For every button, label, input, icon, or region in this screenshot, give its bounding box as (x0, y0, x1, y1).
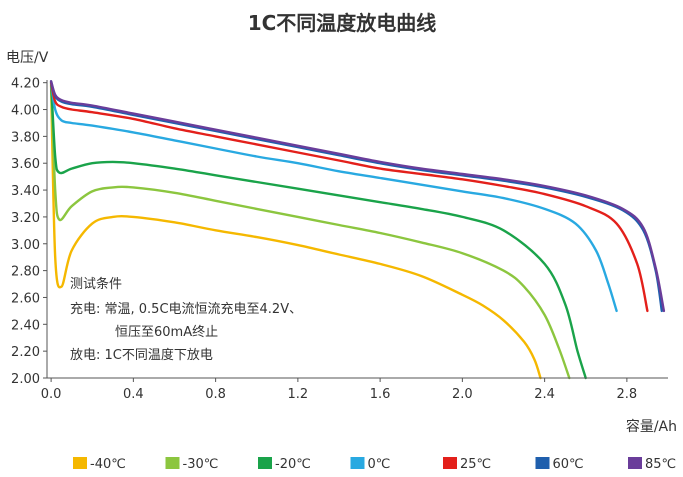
x-tick-label: 2.8 (617, 387, 638, 402)
y-tick-label: 3.80 (11, 130, 40, 145)
legend-swatch-3 (350, 457, 365, 469)
x-tick-label: 0.8 (205, 387, 226, 402)
y-tick-label: 3.20 (11, 211, 40, 226)
y-tick-label: 2.80 (11, 265, 40, 280)
x-tick-label: 2.0 (452, 387, 473, 402)
x-tick-label: 0.4 (123, 387, 144, 402)
x-tick-label: 1.6 (370, 387, 391, 402)
legend-label-2: -20℃ (275, 457, 311, 472)
series-line-4 (49, 81, 649, 313)
legend-swatch-0 (73, 457, 87, 469)
y-tick-label: 2.00 (11, 372, 40, 387)
x-tick-label: 0.0 (41, 387, 62, 402)
legend-label-3: 0℃ (368, 457, 391, 472)
annotation-line-4: 放电: 1C不同温度下放电 (70, 347, 213, 363)
y-tick-label: 3.00 (11, 238, 40, 253)
y-tick-label: 2.60 (11, 291, 40, 306)
y-tick-label: 3.40 (11, 184, 40, 199)
series-line-1 (49, 82, 571, 380)
series-line-3 (49, 81, 618, 313)
series-line-6 (49, 80, 666, 313)
x-tick-label: 2.4 (534, 387, 555, 402)
legend-swatch-6 (628, 457, 642, 469)
test-conditions-annotation: 测试条件 充电: 常温, 0.5C电流恒流充电至4.2V、 恒压至60mA终止 … (70, 276, 302, 363)
legend-label-6: 85℃ (645, 457, 676, 472)
y-tick-label: 2.40 (11, 318, 40, 333)
legend-label-0: -40℃ (90, 457, 126, 472)
legend-swatch-5 (535, 457, 550, 469)
y-tick-label: 2.20 (11, 345, 40, 360)
x-axis-label: 容量/Ah (626, 418, 677, 435)
series-layer (49, 80, 666, 380)
annotation-line-3: 恒压至60mA终止 (115, 324, 218, 340)
x-tick-label: 1.2 (288, 387, 309, 402)
chart-title: 1C不同温度放电曲线 (248, 11, 437, 35)
legend-label-5: 60℃ (553, 457, 584, 472)
legend-label-4: 25℃ (460, 457, 491, 472)
legend-swatch-1 (165, 457, 180, 469)
series-line-2 (49, 81, 587, 380)
y-axis-label: 电压/V (6, 50, 49, 66)
y-ticks: 2.00 2.20 2.40 2.60 2.80 3.00 3.20 3.40 3.60 3.80… (11, 77, 47, 387)
legend: -40℃ -30℃ -20℃ 0℃ 25℃ 60℃ 85℃ (73, 457, 676, 472)
legend-swatch-4 (443, 457, 457, 469)
y-tick-label: 4.20 (11, 77, 40, 92)
series-line-0 (49, 84, 542, 380)
x-ticks: 0.0 0.4 0.8 1.2 1.6 2.0 2.4 2.8 (41, 378, 637, 402)
annotation-line-1: 测试条件 (70, 276, 122, 292)
legend-label-1: -30℃ (183, 457, 219, 472)
legend-swatch-2 (258, 457, 272, 469)
y-tick-label: 3.60 (11, 157, 40, 172)
y-tick-label: 4.00 (11, 104, 40, 119)
annotation-line-2: 充电: 常温, 0.5C电流恒流充电至4.2V、 (70, 301, 302, 317)
